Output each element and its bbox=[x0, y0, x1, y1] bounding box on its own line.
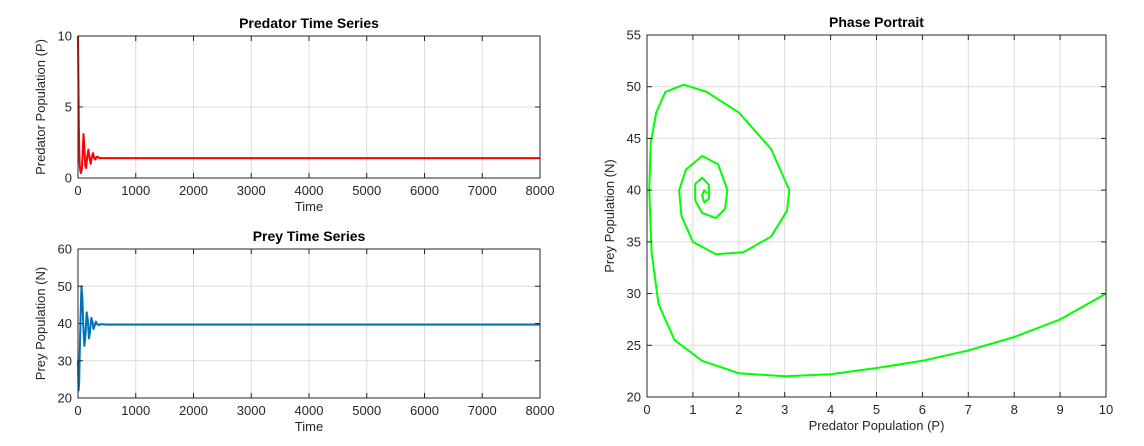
phase-x-tick-label: 9 bbox=[1056, 402, 1063, 417]
predator-x-tick-label: 4000 bbox=[295, 183, 324, 198]
phase-x-axis-label: Predator Population (P) bbox=[809, 418, 945, 433]
phase-chart-title: Phase Portrait bbox=[829, 14, 924, 30]
phase-x-tick-label: 5 bbox=[873, 402, 880, 417]
predator-x-tick-label: 5000 bbox=[352, 183, 381, 198]
prey-x-tick-label: 2000 bbox=[179, 403, 208, 418]
prey-time-series-panel: 0 1000 2000 3000 4000 5000 6000 7000 8000 20 30 40 5… bbox=[33, 228, 554, 434]
phase-x-tick-label: 1 bbox=[689, 402, 696, 417]
prey-y-axis-label: Prey Population (N) bbox=[33, 267, 48, 380]
predator-series-line bbox=[77, 35, 540, 175]
prey-x-tick-label: 6000 bbox=[410, 403, 439, 418]
prey-series-line bbox=[77, 285, 540, 392]
predator-y-tick-label: 5 bbox=[65, 100, 72, 115]
prey-x-tick-label: 7000 bbox=[468, 403, 497, 418]
prey-chart-title: Prey Time Series bbox=[253, 228, 366, 244]
phase-y-tick-label: 55 bbox=[627, 28, 641, 43]
prey-y-tick-label: 30 bbox=[58, 353, 72, 368]
phase-y-tick-label: 40 bbox=[627, 183, 641, 198]
phase-y-tick-label: 35 bbox=[627, 234, 641, 249]
prey-x-tick-label: 0 bbox=[74, 403, 81, 418]
predator-x-tick-label: 1000 bbox=[121, 183, 150, 198]
predator-x-tick-label: 6000 bbox=[410, 183, 439, 198]
phase-y-tick-label: 25 bbox=[627, 338, 641, 353]
phase-x-tick-label: 8 bbox=[1011, 402, 1018, 417]
phase-x-tick-label: 7 bbox=[965, 402, 972, 417]
predator-x-tick-label: 2000 bbox=[179, 183, 208, 198]
phase-y-tick-label: 45 bbox=[627, 131, 641, 146]
phase-x-tick-label: 3 bbox=[781, 402, 788, 417]
phase-x-tick-label: 10 bbox=[1099, 402, 1113, 417]
predator-x-tick-label: 3000 bbox=[237, 183, 266, 198]
predator-y-tick-label: 0 bbox=[65, 171, 72, 186]
phase-x-tick-label: 2 bbox=[735, 402, 742, 417]
prey-y-tick-label: 50 bbox=[58, 279, 72, 294]
prey-x-tick-label: 5000 bbox=[352, 403, 381, 418]
predator-y-tick-label: 10 bbox=[58, 29, 72, 44]
prey-x-tick-label: 1000 bbox=[121, 403, 150, 418]
prey-x-tick-label: 8000 bbox=[526, 403, 555, 418]
phase-series-line bbox=[648, 83, 1107, 378]
predator-x-tick-label: 7000 bbox=[468, 183, 497, 198]
predator-time-series-panel: 0 1000 2000 3000 4000 5000 6000 7000 8000 0 5 10 Pre… bbox=[33, 15, 554, 214]
predator-x-axis-label: Time bbox=[295, 199, 323, 214]
prey-y-tick-label: 40 bbox=[58, 316, 72, 331]
phase-y-tick-label: 30 bbox=[627, 286, 641, 301]
phase-y-tick-label: 50 bbox=[627, 79, 641, 94]
phase-x-tick-label: 4 bbox=[827, 402, 834, 417]
predator-y-axis-label: Predator Population (P) bbox=[33, 39, 48, 175]
predator-x-tick-label: 8000 bbox=[526, 183, 555, 198]
prey-y-tick-label: 60 bbox=[58, 242, 72, 257]
phase-x-tick-label: 0 bbox=[643, 402, 650, 417]
phase-y-axis-label: Prey Population (N) bbox=[602, 159, 617, 272]
prey-x-axis-label: Time bbox=[295, 419, 323, 434]
predator-x-tick-label: 0 bbox=[74, 183, 81, 198]
phase-y-tick-label: 20 bbox=[627, 390, 641, 405]
prey-y-tick-label: 20 bbox=[58, 391, 72, 406]
prey-x-tick-label: 3000 bbox=[237, 403, 266, 418]
phase-x-tick-label: 6 bbox=[919, 402, 926, 417]
predator-chart-title: Predator Time Series bbox=[239, 15, 379, 31]
prey-x-tick-label: 4000 bbox=[295, 403, 324, 418]
